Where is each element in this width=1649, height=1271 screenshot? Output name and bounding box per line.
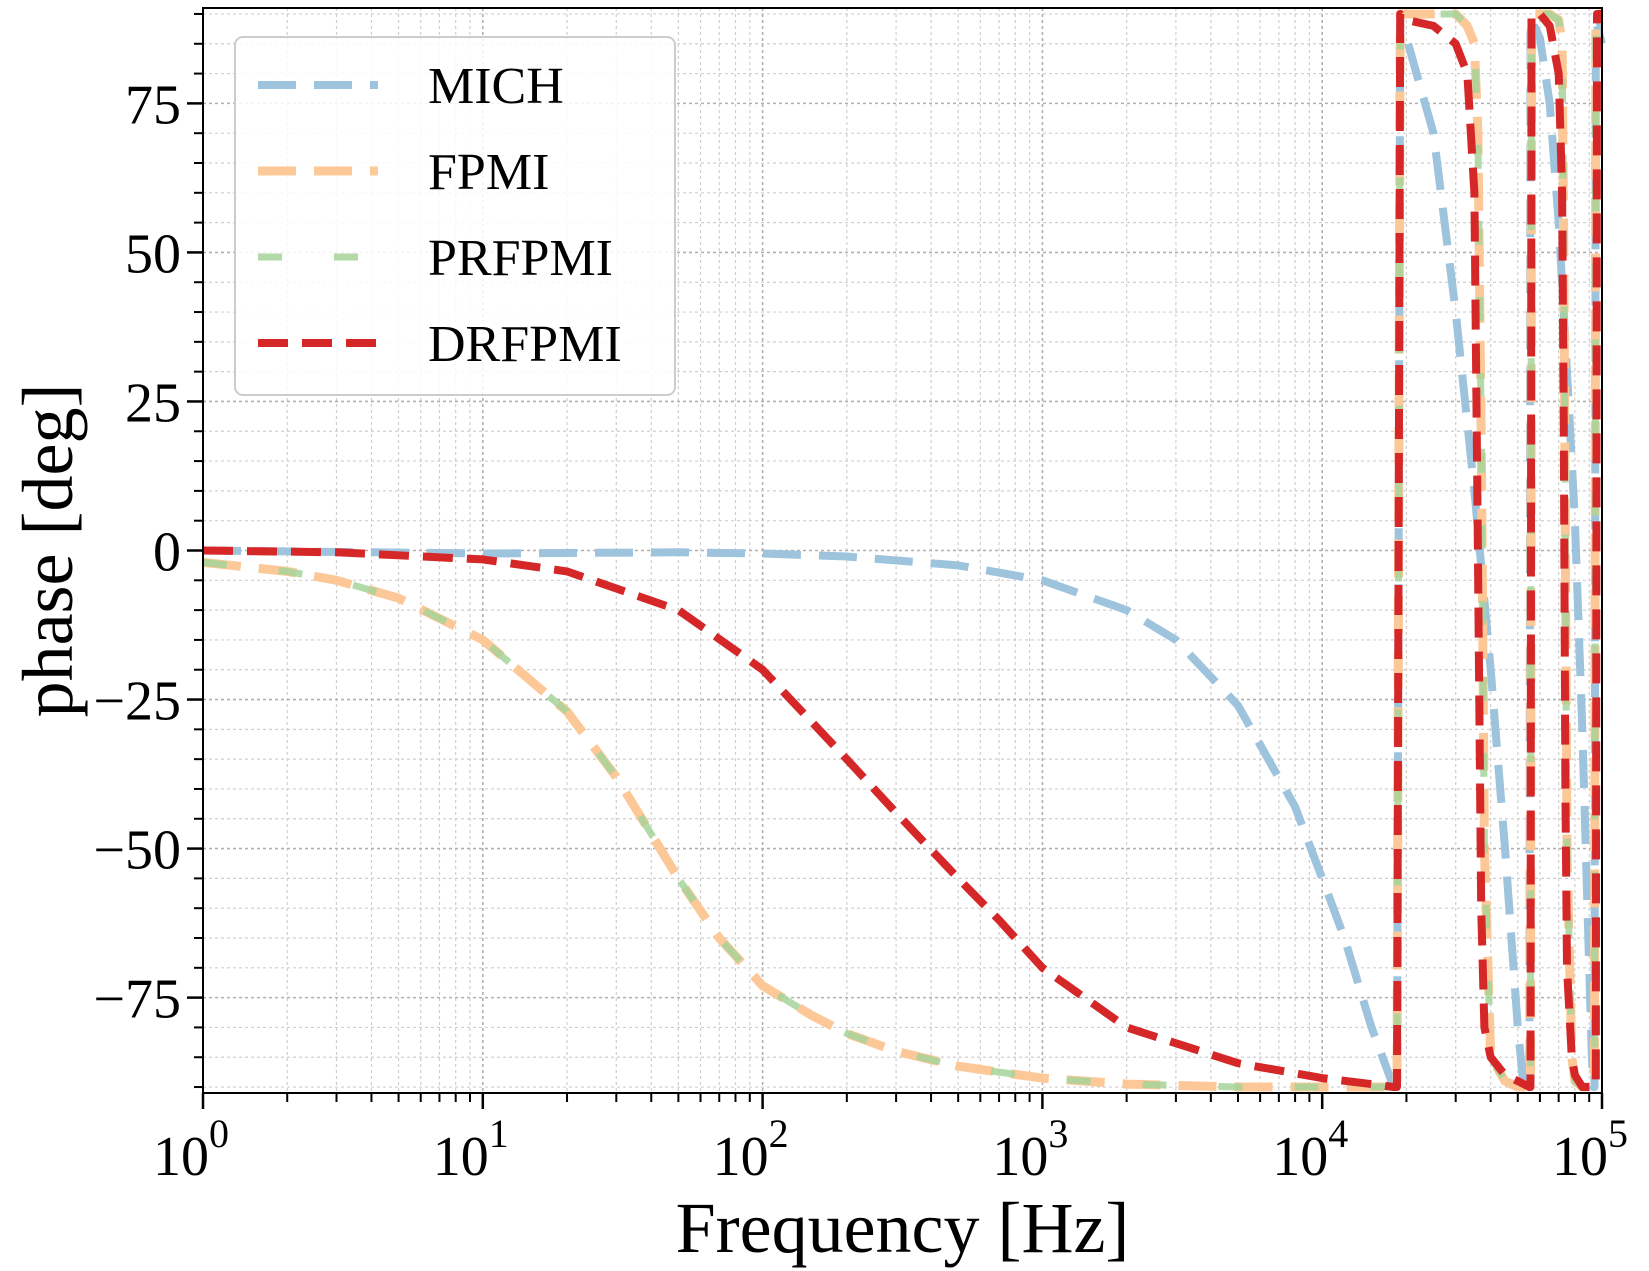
x-tick-label: 104 <box>1272 1111 1348 1188</box>
x-tick-label: 100 <box>153 1111 229 1188</box>
legend-box <box>234 36 676 396</box>
x-axis-label: Frequency [Hz] <box>676 1188 1130 1268</box>
series-prfpmi-line <box>202 10 1602 1091</box>
series-mich-line <box>202 15 1606 1091</box>
y-tick-label: 25 <box>125 372 181 434</box>
series-drfpmi-line <box>202 10 1602 1091</box>
axis-ticks: 100 101 102 103 104 105 75 50 25 0 −25 −50 −75 <box>93 12 1628 1188</box>
y-axis-label: phase [deg] <box>8 384 88 718</box>
legend-label-drfpmi: DRFPMI <box>428 316 622 373</box>
y-tick-label: 0 <box>153 522 181 584</box>
y-tick-label: 75 <box>125 74 181 136</box>
plot-area <box>202 9 1606 1092</box>
legend: MICH FPMI PRFPMI DRFPMI <box>234 36 676 396</box>
x-tick-label: 102 <box>713 1111 789 1188</box>
y-tick-label: −50 <box>93 820 181 882</box>
legend-label-prfpmi: PRFPMI <box>428 230 613 287</box>
x-tick-label: 101 <box>433 1111 509 1188</box>
x-tick-label: 103 <box>992 1111 1068 1188</box>
y-tick-label: −75 <box>93 969 181 1031</box>
legend-label-mich: MICH <box>428 58 564 115</box>
y-tick-label: −25 <box>93 671 181 733</box>
y-tick-label: 50 <box>125 223 181 285</box>
legend-label-fpmi: FPMI <box>428 144 549 201</box>
x-tick-label: 105 <box>1552 1111 1628 1188</box>
